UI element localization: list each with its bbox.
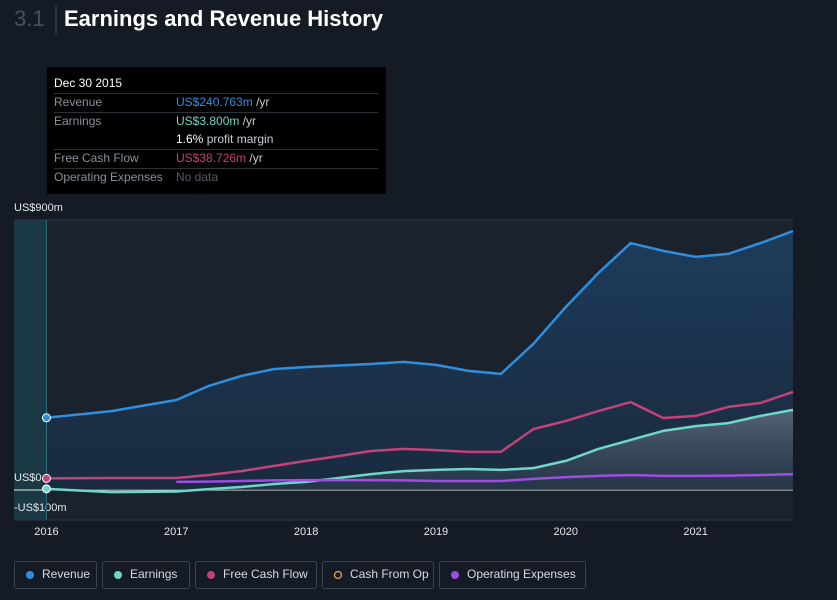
legend-box[interactable] — [102, 561, 190, 589]
tooltip-value: US$3.800m /yr — [176, 114, 256, 128]
series-line — [176, 472, 794, 484]
legend-swatch — [207, 571, 215, 579]
unit: /yr — [256, 95, 269, 109]
hover-band — [14, 220, 47, 520]
series-area — [46, 231, 793, 490]
x-tick-label: 2021 — [683, 526, 707, 538]
x-tick-label: 2017 — [164, 526, 188, 538]
legend-label: Earnings — [130, 567, 177, 581]
legend-item[interactable]: Cash From Op — [322, 561, 434, 589]
legend-swatch — [26, 571, 34, 579]
y-tick-label: US$900m — [14, 202, 63, 214]
x-tick-label: 2020 — [554, 526, 578, 538]
hover-marker — [41, 413, 51, 423]
hover-marker — [41, 473, 51, 483]
unit: profit margin — [207, 132, 274, 146]
series-area — [46, 409, 793, 493]
legend-item[interactable]: Free Cash Flow — [195, 561, 317, 589]
legend: Revenue Earnings Free Cash Flow Cash From O… — [14, 561, 586, 589]
legend-swatch — [451, 571, 459, 579]
chart-title: Earnings and Revenue History — [64, 6, 384, 31]
hover-marker — [41, 484, 51, 494]
x-tick-label: 2019 — [424, 526, 448, 538]
tooltip: Dec 30 2015 Revenue US$240.763m /yr Earn… — [47, 67, 386, 194]
x-tick-label: 2016 — [34, 526, 58, 538]
unit: /yr — [243, 114, 256, 128]
legend-label: Revenue — [42, 567, 90, 581]
legend-box[interactable] — [439, 561, 586, 589]
legend-swatch — [333, 570, 343, 580]
legend-label: Operating Expenses — [467, 567, 576, 581]
x-tick-label: 2018 — [294, 526, 318, 538]
value: US$3.800m — [176, 114, 239, 128]
tooltip-value: US$38.726m /yr — [176, 151, 263, 165]
legend-swatch — [114, 571, 122, 579]
tooltip-value: US$240.763m /yr — [176, 95, 269, 109]
unit: /yr — [249, 151, 262, 165]
tooltip-label: Operating Expenses — [54, 170, 163, 184]
y-tick-label: -US$100m — [14, 502, 67, 514]
tooltip-date: Dec 30 2015 — [54, 76, 122, 90]
legend-label: Cash From Op — [350, 567, 429, 581]
legend-box[interactable] — [195, 561, 317, 589]
value: 1.6% — [176, 132, 204, 146]
series-line — [46, 229, 794, 420]
tooltip-value: 1.6% profit margin — [176, 132, 273, 146]
series-line — [46, 408, 794, 494]
tooltip-box — [47, 67, 386, 194]
legend-box[interactable] — [14, 561, 97, 589]
tooltip-value: No data — [176, 170, 218, 184]
plot-area: US$900m US$0 -US$100m 2016 2017 2018 2019 2020 2… — [14, 202, 794, 538]
legend-item[interactable]: Operating Expenses — [439, 561, 586, 589]
legend-item[interactable]: Earnings — [102, 561, 190, 589]
tooltip-label: Earnings — [54, 114, 101, 128]
section-number: 3.1 — [14, 6, 45, 31]
legend-box[interactable] — [322, 561, 434, 589]
value: US$38.726m — [176, 151, 246, 165]
tooltip-label: Free Cash Flow — [54, 151, 139, 165]
series-line — [46, 390, 794, 480]
value: US$240.763m — [176, 95, 253, 109]
y-tick-label: US$0 — [14, 472, 42, 484]
legend-item[interactable]: Revenue — [14, 561, 97, 589]
tooltip-label: Revenue — [54, 95, 102, 109]
legend-label: Free Cash Flow — [223, 567, 308, 581]
